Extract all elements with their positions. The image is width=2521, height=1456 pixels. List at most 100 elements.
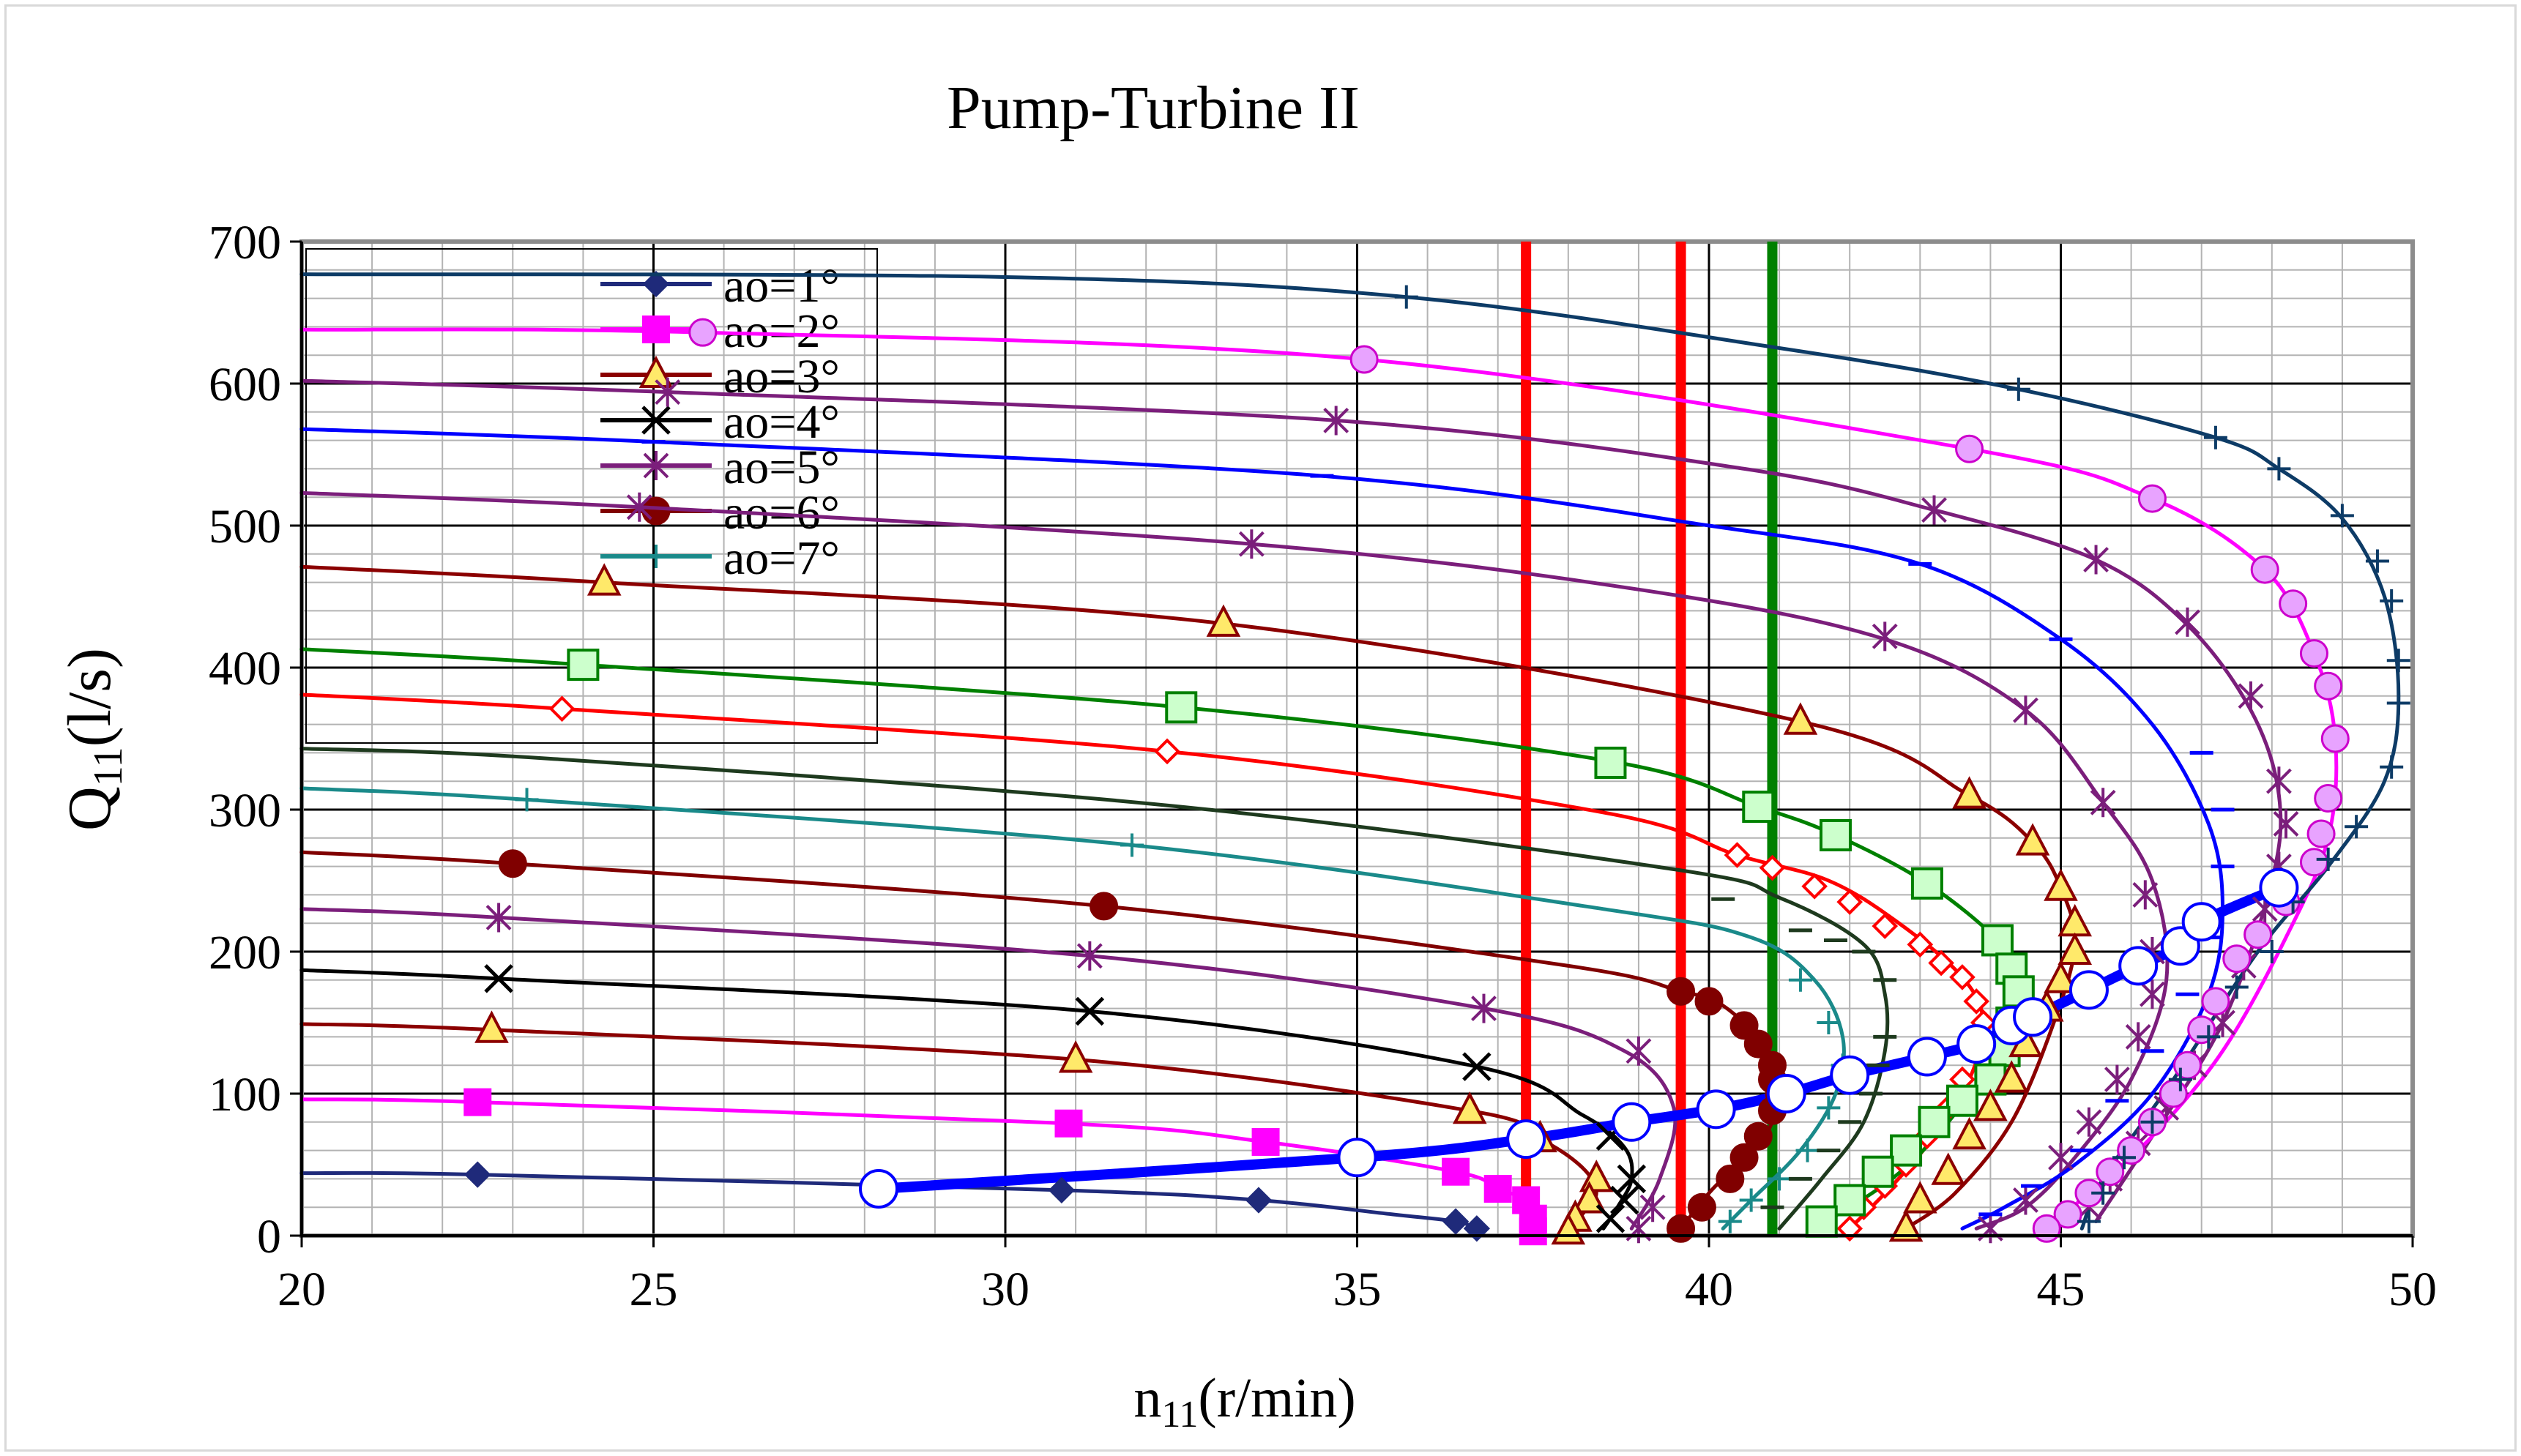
data-point-ao-7deg bbox=[1795, 1138, 1820, 1162]
data-point-ao-3deg bbox=[1572, 1181, 1606, 1214]
data-point-ao-12deg bbox=[2140, 979, 2165, 1009]
x-tick-label: 50 bbox=[2388, 1263, 2437, 1316]
series-markers-ao-1deg bbox=[464, 1161, 1490, 1242]
data-point-ao-6deg bbox=[1687, 1192, 1716, 1222]
data-point-ao-12deg bbox=[2090, 788, 2116, 818]
data-point-ao-1deg bbox=[1245, 1187, 1273, 1214]
data-point-ao-2deg bbox=[1251, 1127, 1280, 1156]
data-point-ao-12deg bbox=[626, 492, 652, 522]
data-point-boundary bbox=[2181, 902, 2222, 942]
y-tick-label: 400 bbox=[209, 642, 281, 695]
data-point-ao-16deg bbox=[2112, 1146, 2136, 1170]
data-point-boundary bbox=[1506, 1119, 1546, 1160]
data-point-ao-15deg bbox=[2299, 639, 2328, 668]
data-point-ao-15deg bbox=[2243, 920, 2273, 949]
data-point-ao-11deg bbox=[1931, 1152, 1966, 1185]
data-point-ao-5deg bbox=[1076, 941, 1103, 971]
x-tick-label: 30 bbox=[981, 1263, 1029, 1316]
data-point-ao-9deg bbox=[1949, 964, 1976, 990]
data-point-ao-12deg bbox=[2076, 1107, 2102, 1137]
data-point-ao-5deg bbox=[485, 903, 512, 933]
data-point-ao-16deg bbox=[2267, 457, 2291, 481]
data-point-ao-10deg bbox=[1918, 1105, 1951, 1138]
data-point-ao-12deg bbox=[1977, 1214, 2003, 1244]
data-point-boundary bbox=[1612, 1102, 1652, 1142]
legend-box: ao=1°ao=2°ao=3°ao=4°ao=5°ao=6°ao=7° bbox=[305, 248, 878, 744]
series-line-ao-6deg bbox=[299, 850, 1781, 1231]
data-point-ao-11deg bbox=[1206, 604, 1241, 637]
data-point-ao-11deg bbox=[587, 563, 622, 596]
data-point-ao-16deg bbox=[2380, 589, 2404, 613]
data-point-ao-16deg bbox=[2345, 815, 2369, 839]
data-point-ao-9deg bbox=[1724, 842, 1751, 868]
data-point-ao-6deg bbox=[1729, 1143, 1759, 1172]
data-point-ao-6deg bbox=[1667, 977, 1696, 1006]
legend-border bbox=[305, 248, 878, 744]
data-point-ao-15deg bbox=[2096, 1157, 2125, 1187]
series-line-ao-4deg bbox=[299, 968, 1634, 1231]
data-point-ao-4deg bbox=[1617, 1164, 1647, 1194]
series-markers-ao-8deg bbox=[1711, 897, 1897, 1209]
data-point-ao-15deg bbox=[2279, 589, 2308, 619]
series-markers-boundary bbox=[859, 867, 2299, 1209]
data-point-ao-12deg bbox=[2125, 1022, 2151, 1052]
legend-item-ao-1deg: ao=1° bbox=[600, 259, 840, 313]
data-point-boundary bbox=[1766, 1074, 1806, 1113]
data-point-boundary bbox=[1696, 1089, 1736, 1130]
data-point-ao-10deg bbox=[1945, 1084, 1978, 1117]
data-point-boundary bbox=[2013, 997, 2053, 1037]
data-point-ao-9deg bbox=[1872, 913, 1899, 939]
series-line-ao-3deg bbox=[299, 1022, 1598, 1233]
data-point-ao-16deg bbox=[2091, 1181, 2115, 1205]
data-point-ao-7deg bbox=[1817, 1011, 1841, 1034]
data-point-ao-2deg bbox=[1054, 1109, 1083, 1138]
data-point-ao-10deg bbox=[1861, 1155, 1894, 1188]
data-point-boundary bbox=[2068, 970, 2109, 1010]
data-point-ao-6deg bbox=[1743, 1121, 1773, 1151]
data-point-ao-2deg bbox=[463, 1088, 492, 1116]
data-point-ao-16deg bbox=[2168, 1067, 2192, 1091]
data-point-ao-9deg bbox=[1801, 873, 1828, 900]
data-point-ao-12deg bbox=[1872, 621, 1898, 652]
series-markers-ao-6deg bbox=[498, 849, 1794, 1243]
y-tick-label: 600 bbox=[209, 358, 281, 411]
x-tick-label: 40 bbox=[1685, 1263, 1733, 1316]
data-point-ao-6deg bbox=[498, 849, 527, 878]
data-point-ao-3deg bbox=[474, 1010, 509, 1043]
data-point-ao-14deg bbox=[2083, 545, 2109, 575]
data-point-ao-15deg bbox=[2320, 724, 2350, 753]
data-point-ao-3deg bbox=[1452, 1091, 1487, 1124]
data-point-ao-1deg bbox=[1442, 1208, 1470, 1235]
x-axis-title-main: n bbox=[1133, 1367, 1161, 1429]
data-point-ao-5deg bbox=[1626, 1036, 1652, 1066]
data-point-ao-9deg bbox=[548, 695, 576, 723]
data-point-ao-10deg bbox=[1594, 746, 1627, 779]
data-point-ao-15deg bbox=[688, 318, 718, 347]
data-point-ao-5deg bbox=[1639, 1192, 1666, 1222]
data-point-ao-14deg bbox=[2273, 809, 2299, 839]
data-point-ao-10deg bbox=[1981, 924, 2014, 957]
data-point-ao-7deg bbox=[1788, 968, 1812, 992]
data-point-ao-7deg bbox=[1817, 1096, 1841, 1120]
legend-marker bbox=[641, 406, 671, 435]
data-point-ao-15deg bbox=[2314, 783, 2343, 813]
data-point-ao-16deg bbox=[2077, 1209, 2101, 1233]
series-markers bbox=[463, 285, 2410, 1246]
data-point-ao-16deg bbox=[2197, 1025, 2221, 1049]
series-line-ao-15deg bbox=[299, 327, 2339, 1231]
data-point-ao-15deg bbox=[2314, 671, 2343, 701]
data-point-ao-16deg bbox=[2330, 504, 2354, 528]
x-tick-label: 20 bbox=[278, 1263, 326, 1316]
data-point-ao-6deg bbox=[1743, 1029, 1773, 1059]
data-point-ao-15deg bbox=[2117, 1136, 2146, 1165]
x-axis-title-unit: (r/min) bbox=[1198, 1367, 1355, 1429]
data-point-ao-7deg bbox=[1120, 833, 1144, 857]
data-point-ao-9deg bbox=[1907, 931, 1934, 958]
series-markers-ao-13deg bbox=[641, 440, 2235, 1217]
data-point-ao-15deg bbox=[2222, 944, 2252, 974]
y-tick-label: 100 bbox=[209, 1068, 281, 1121]
data-point-ao-4deg bbox=[484, 964, 513, 993]
legend-label: ao=7° bbox=[723, 531, 840, 585]
